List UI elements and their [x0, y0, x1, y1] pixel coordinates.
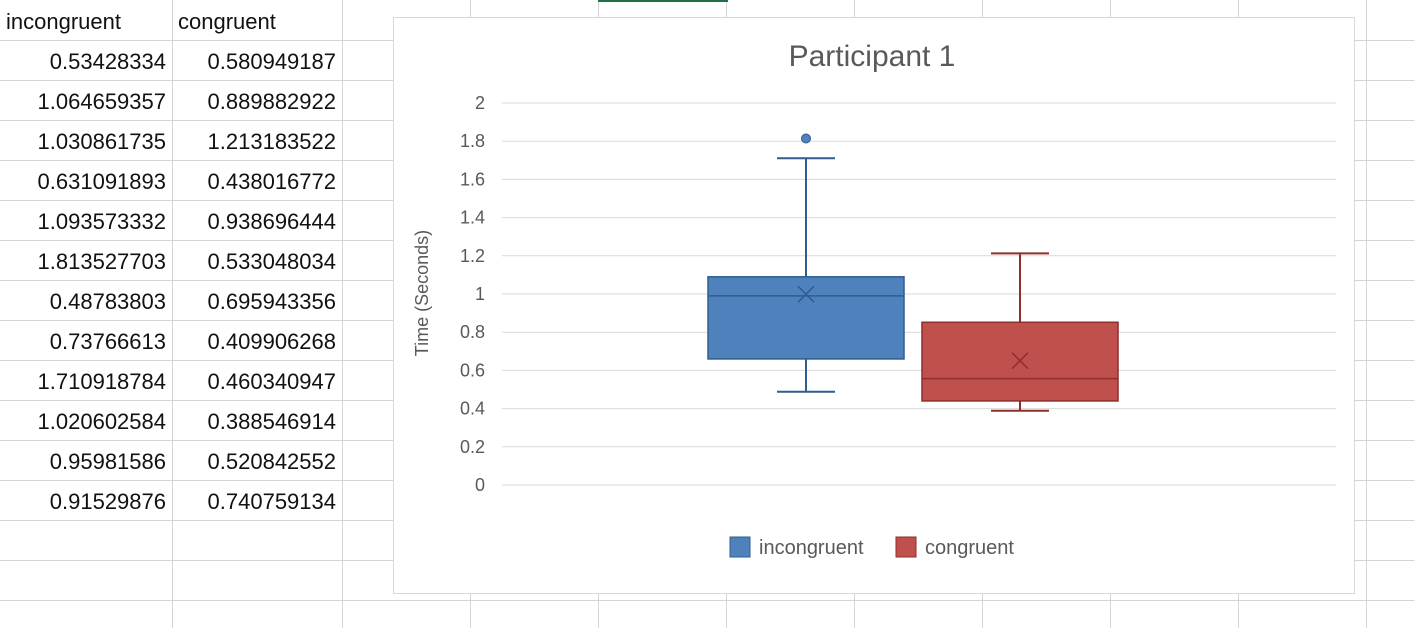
chart-title: Participant 1 [789, 40, 956, 73]
chart-plot-area: Participant 1 Time (Seconds) 00.20.40.60… [412, 40, 1336, 559]
y-tick-label: 0.2 [460, 437, 485, 457]
data-cell[interactable]: 0.73766613 [49, 329, 166, 354]
data-cell[interactable]: 1.813527703 [37, 249, 166, 274]
selected-column-marker [598, 0, 728, 2]
y-tick-label: 0.8 [460, 322, 485, 342]
data-cell[interactable]: 0.438016772 [207, 169, 336, 194]
box-congruent [921, 252, 1119, 412]
y-axis-label: Time (Seconds) [412, 230, 432, 356]
column-header-cell[interactable]: congruent [178, 9, 276, 34]
data-cell[interactable]: 0.53428334 [49, 49, 166, 74]
y-tick-label: 2 [475, 93, 485, 113]
y-tick-label: 1.6 [460, 169, 485, 189]
mean-marker [1011, 352, 1029, 370]
data-cell[interactable]: 0.409906268 [207, 329, 336, 354]
data-cell[interactable]: 0.740759134 [207, 489, 336, 514]
data-cell[interactable]: 0.460340947 [207, 369, 336, 394]
legend-label: incongruent [759, 537, 864, 559]
data-cell[interactable]: 1.710918784 [37, 369, 166, 394]
y-tick-label: 1.8 [460, 131, 485, 151]
column-header-cell[interactable]: incongruent [6, 9, 121, 34]
interquartile-box [707, 276, 905, 360]
y-tick-label: 1 [475, 284, 485, 304]
y-tick-label: 0.6 [460, 360, 485, 380]
data-cell[interactable]: 0.533048034 [207, 249, 336, 274]
legend-swatch [895, 536, 917, 558]
gridlines [502, 102, 1336, 486]
data-cell[interactable]: 0.631091893 [37, 169, 166, 194]
data-cell[interactable]: 0.889882922 [207, 89, 336, 114]
data-cell[interactable]: 0.388546914 [207, 409, 336, 434]
data-cell[interactable]: 0.95981586 [49, 449, 166, 474]
data-cell[interactable]: 1.020602584 [37, 409, 166, 434]
y-tick-label: 1.4 [460, 208, 485, 228]
data-cell[interactable]: 0.580949187 [207, 49, 336, 74]
box-series [707, 133, 1119, 412]
legend-swatch [729, 536, 751, 558]
mean-marker [797, 285, 815, 303]
box-plot-chart[interactable]: Participant 1 Time (Seconds) 0 0.2 0.4 0.6 0… [393, 17, 1355, 594]
data-cell[interactable]: 1.064659357 [37, 89, 166, 114]
data-cell[interactable]: 0.520842552 [207, 449, 336, 474]
y-axis-ticks: 0 0.2 0.4 0.6 0.8 1 1.2 1.4 1.6 1.8 2 [460, 93, 485, 495]
data-cell[interactable]: 0.938696444 [207, 209, 336, 234]
data-cell[interactable]: 0.91529876 [49, 489, 166, 514]
y-tick-label: 0.4 [460, 399, 485, 419]
data-cell[interactable]: 1.213183522 [207, 129, 336, 154]
legend-label: congruent [925, 537, 1014, 559]
y-tick-label: 0 [475, 475, 485, 495]
data-cell[interactable]: 0.48783803 [49, 289, 166, 314]
data-cell[interactable]: 1.093573332 [37, 209, 166, 234]
box-incongruent [707, 133, 905, 393]
data-cell[interactable]: 0.695943356 [207, 289, 336, 314]
outlier-point [801, 133, 811, 144]
y-tick-label: 1.2 [460, 246, 485, 266]
legend: incongruent congruent [729, 536, 1014, 559]
data-cell[interactable]: 1.030861735 [37, 129, 166, 154]
